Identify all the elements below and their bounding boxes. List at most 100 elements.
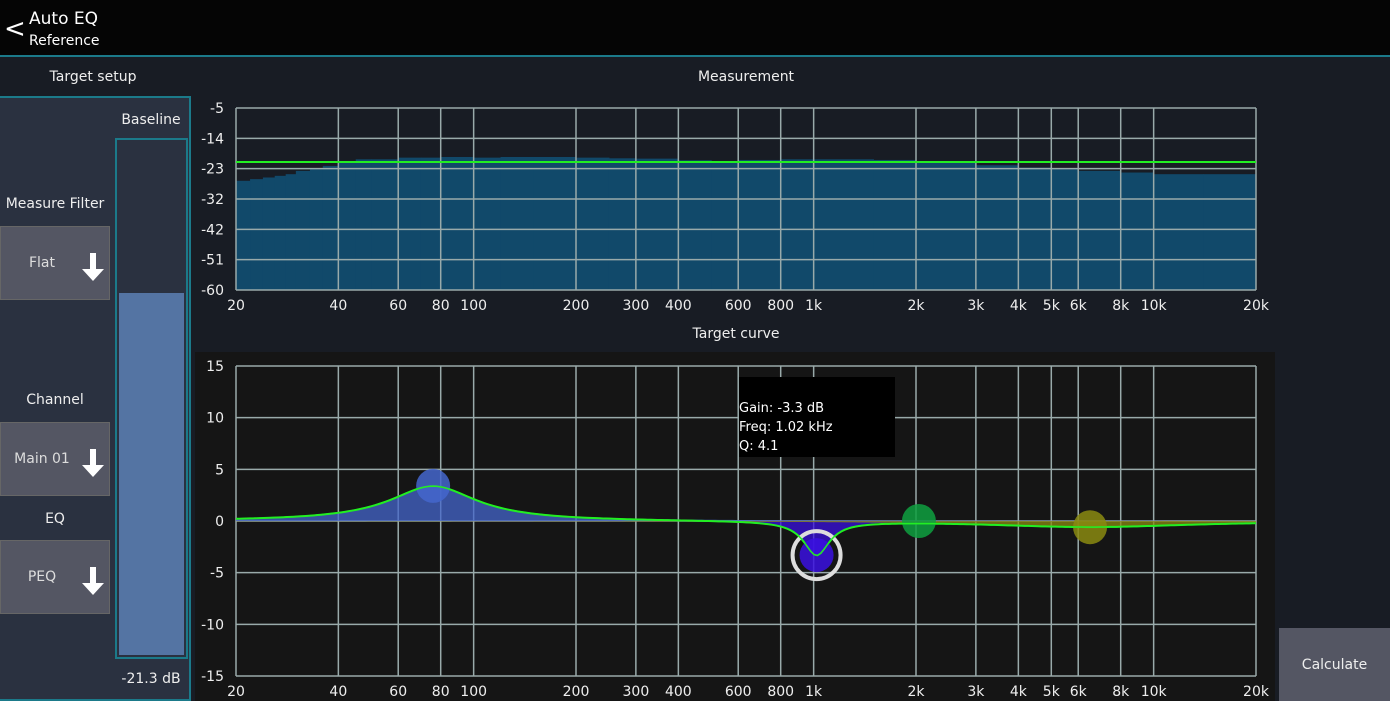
measurement-bar [780,159,815,290]
selected-band-ring [790,529,843,582]
measurement-bar [285,174,297,290]
x-tick-label: 3k [967,684,985,700]
x-tick-label: 6k [1070,298,1088,314]
x-tick-label: 600 [725,298,752,314]
y-tick-label: -5 [210,566,224,582]
x-tick-label: 2k [907,684,925,700]
y-tick-label: -32 [201,192,224,208]
x-tick-label: 100 [460,298,487,314]
measurement-bar [250,179,264,290]
measurement-bar [975,165,1019,290]
x-tick-label: 20k [1243,684,1270,700]
x-tick-label: 60 [389,298,407,314]
top-bar: < Auto EQ Reference [0,0,1390,57]
x-tick-label: 40 [329,298,347,314]
eq-dropdown[interactable]: PEQ [0,540,110,614]
x-tick-label: 10k [1141,684,1168,700]
x-tick-label: 800 [767,684,794,700]
y-tick-label: -60 [201,283,224,299]
x-tick-label: 80 [432,684,450,700]
y-tick-label: -5 [210,101,224,117]
y-tick-label: 5 [215,462,224,478]
measurement-bar [1203,174,1257,290]
x-tick-label: 40 [329,684,347,700]
x-tick-label: 100 [460,684,487,700]
measurement-bar [322,165,339,290]
measurement-bar [338,162,357,290]
y-tick-label: 15 [206,359,224,375]
x-tick-label: 8k [1112,298,1130,314]
measurement-bar [533,156,577,290]
target-curve-chart[interactable]: 20 40 60 80 100 200 300 400 600 800 1k 2k 3k 4k 5k 6k 8k… [195,352,1275,701]
x-tick-label: 300 [623,684,650,700]
measurement-chart: 20 40 60 80 100 200 300 400 600 800 1k 2k 3k 4k 5k 6k 8k… [201,101,1270,314]
target-setup-heading: Target setup [49,69,137,85]
y-tick-label: -14 [201,131,224,147]
x-tick-label: 5k [1043,684,1061,700]
channel-value: Main 01 [14,451,70,467]
measurement-bar [440,156,475,290]
measurement-bar [635,158,679,290]
x-tick-label: 20 [227,298,245,314]
x-tick-label: 80 [432,298,450,314]
measurement-bar [1120,172,1155,290]
baseline-slider[interactable] [115,138,188,659]
x-tick-label: 200 [563,298,590,314]
x-tick-label: 3k [967,298,985,314]
baseline-slider-fill [119,293,184,655]
x-tick-label: 60 [389,684,407,700]
measurement-title: Measurement [697,69,795,85]
measure-filter-value: Flat [28,255,55,271]
x-tick-label: 5k [1043,298,1061,314]
measurement-bar [371,159,399,290]
x-tick-label: 400 [665,298,692,314]
measurement-bar [295,170,311,290]
arrow-down-icon [82,253,104,281]
page-subtitle: Reference [29,33,100,49]
y-tick-label: 10 [206,411,224,427]
chevron-left-icon[interactable]: < [4,14,26,44]
baseline-value: -21.3 dB [121,671,181,687]
measure-filter-label: Measure Filter [5,196,105,212]
channel-label: Channel [26,392,84,408]
x-tick-label: 400 [665,684,692,700]
y-tick-label: -51 [201,253,224,269]
measurement-bar [738,159,782,290]
measurement-bar [420,157,442,290]
measurement-bar [813,159,875,290]
target-curve-line-overlay [235,485,1257,557]
y-tick-label: -10 [201,617,224,633]
measurement-bar [274,175,287,290]
measurement-bar [678,160,712,290]
eq-band-handle-3[interactable] [901,504,936,538]
y-tick-label: -15 [201,669,224,685]
x-tick-label: 1k [805,298,823,314]
channel-dropdown[interactable]: Main 01 [0,422,110,496]
x-tick-label: 4k [1010,298,1028,314]
y-tick-label: -42 [201,222,224,238]
x-tick-label: 8k [1112,684,1130,700]
measurement-bar [873,159,917,290]
x-tick-label: 200 [563,684,590,700]
measurement-bar [355,159,372,290]
tooltip-freq: Freq: 1.02 kHz [739,420,833,435]
measurement-bar [1153,174,1204,290]
measure-filter-dropdown[interactable]: Flat [0,226,110,300]
measurement-bar [1078,170,1122,290]
page-title: Auto EQ [29,9,98,29]
measurement-bar [916,162,977,290]
tooltip-q: Q: 4.1 [739,439,779,454]
eq-label: EQ [45,511,65,527]
arrow-down-icon [82,567,104,595]
y-tick-label: 0 [215,514,224,530]
baseline-label: Baseline [121,112,181,128]
measurement-bar [262,177,276,290]
measurement-bar [236,180,251,290]
calculate-button[interactable]: Calculate [1279,628,1390,701]
band-response-fill [236,521,1256,528]
x-tick-label: 6k [1070,684,1088,700]
y-tick-label: -23 [201,162,224,178]
measurement-bar [711,160,739,290]
x-tick-label: 800 [767,298,794,314]
x-tick-label: 1k [805,684,823,700]
